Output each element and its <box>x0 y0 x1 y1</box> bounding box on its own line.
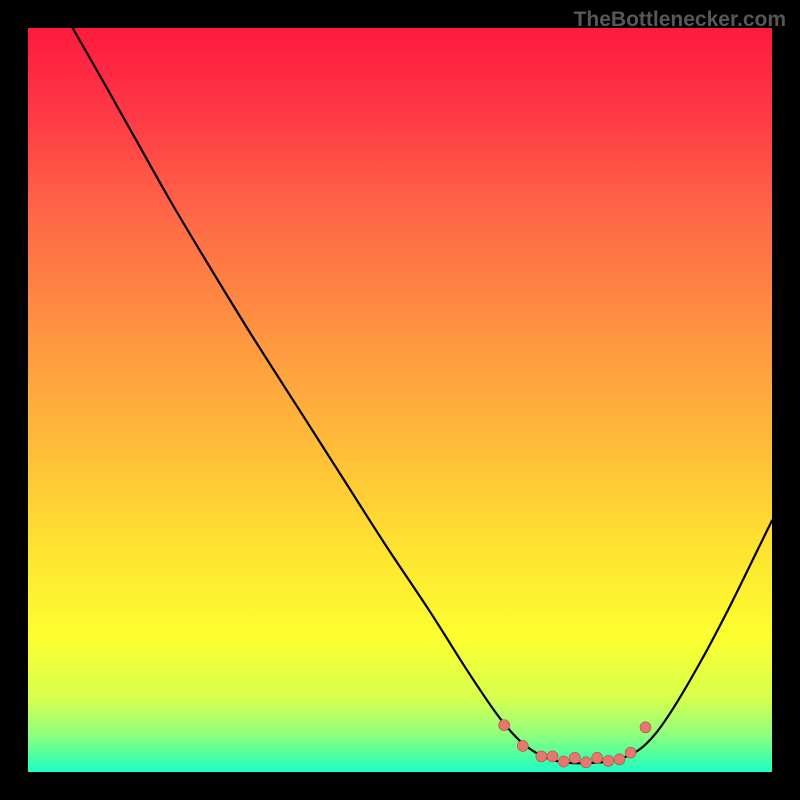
valley-markers-group <box>499 720 651 768</box>
valley-marker <box>499 720 510 731</box>
valley-marker <box>558 756 569 767</box>
valley-marker <box>640 722 651 733</box>
valley-marker <box>536 751 547 762</box>
valley-marker <box>581 757 592 768</box>
valley-marker <box>625 747 636 758</box>
chart-container: TheBottlenecker.com <box>0 0 800 800</box>
bottleneck-curve <box>73 28 772 763</box>
attribution-text: TheBottlenecker.com <box>574 8 786 32</box>
valley-marker <box>614 754 625 765</box>
valley-marker <box>569 752 580 763</box>
valley-marker <box>517 740 528 751</box>
valley-marker <box>547 751 558 762</box>
plot-area <box>28 28 772 772</box>
valley-marker <box>592 752 603 763</box>
curve-layer <box>28 28 772 772</box>
valley-marker <box>603 755 614 766</box>
